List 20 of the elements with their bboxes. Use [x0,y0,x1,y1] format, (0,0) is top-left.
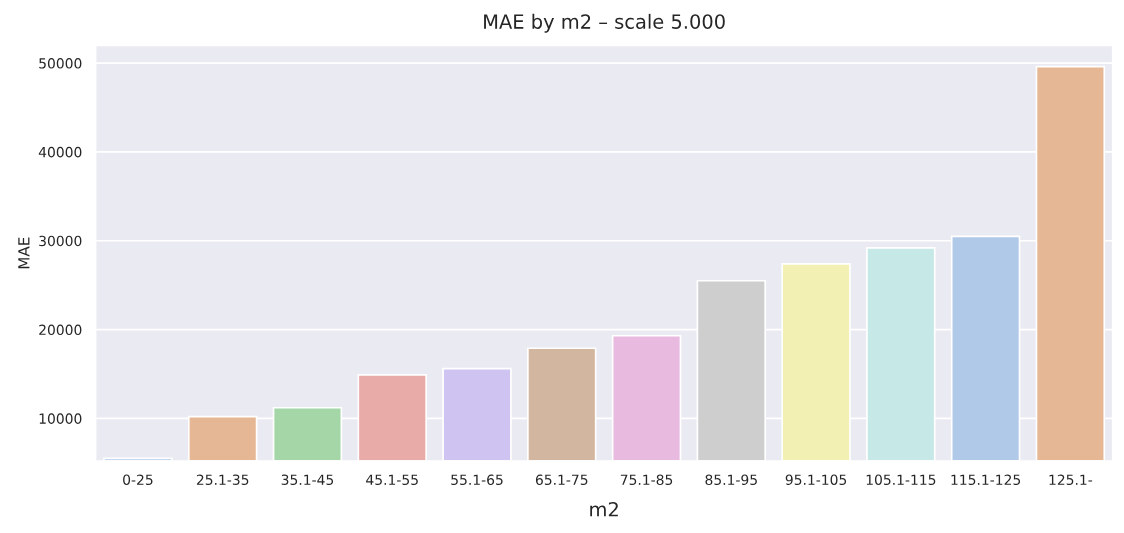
y-tick-label: 30000 [39,235,82,247]
x-tick-label: 115.1-125 [951,474,1021,485]
x-tick-label: 25.1-35 [196,474,249,485]
y-tick-label: 10000 [39,413,82,424]
x-tick-label: 125.1- [1049,474,1093,485]
x-tick-label: 65.1-75 [535,474,588,485]
x-tick-label: 35.1-45 [281,474,334,485]
x-tick-label: 95.1-105 [785,474,847,485]
y-tick-label: 20000 [39,324,82,336]
x-tick-label: 75.1-85 [620,474,673,485]
x-tick-label: 55.1-65 [451,474,503,485]
x-axis-title: m2 [590,501,618,517]
x-tick-label: 45.1-55 [366,474,418,485]
x-tick-label: 85.1-95 [705,474,757,485]
x-tick-label: 0-25 [123,474,153,485]
y-tick-label: 50000 [39,58,82,69]
y-axis-title: MAE [18,237,30,269]
y-tick-label: 40000 [38,146,82,158]
chart-title: MAE by m2 – scale 5.000 [484,13,725,33]
x-tick-label: 105.1-115 [866,474,936,485]
